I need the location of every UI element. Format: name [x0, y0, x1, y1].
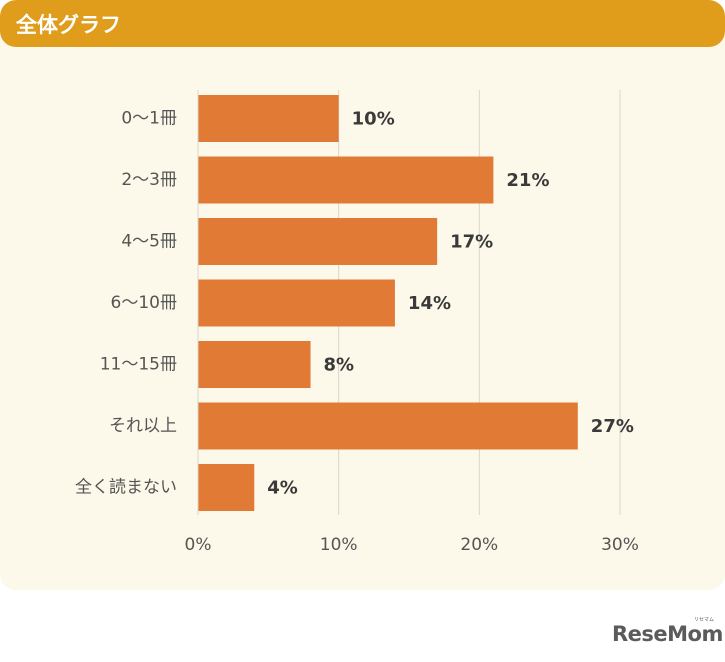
value-label-1: 10% [352, 109, 395, 130]
chart-header: 全体グラフ [0, 0, 725, 47]
value-label-6: 27% [591, 416, 634, 437]
value-label-5: 8% [324, 355, 355, 376]
bar-6 [198, 402, 578, 450]
category-label-7: 全く読まない [75, 478, 177, 498]
resemom-logo-sub: リセマム [694, 617, 715, 623]
category-label-1: 0〜1冊 [121, 109, 177, 129]
bar-4 [198, 279, 395, 327]
value-label-2: 21% [506, 170, 549, 191]
value-label-7: 4% [267, 478, 298, 499]
tick-label-0: 0% [185, 535, 212, 555]
category-label-3: 4〜5冊 [121, 232, 177, 252]
category-label-4: 6〜10冊 [111, 293, 177, 313]
value-label-4: 14% [408, 293, 451, 314]
tick-label-30: 30% [601, 535, 639, 555]
category-label-2: 2〜3冊 [121, 170, 177, 190]
chart-title: 全体グラフ [16, 12, 121, 37]
chart-card: 全体グラフ 0〜1冊 10% 2〜3冊 21% 4〜5冊 17% 6〜10冊 14% 11〜15… [0, 0, 725, 590]
value-label-3: 17% [450, 232, 493, 253]
bar-2 [198, 156, 494, 204]
bar-3 [198, 218, 438, 265]
tick-label-20: 20% [460, 535, 498, 555]
bar-chart: 0〜1冊 10% 2〜3冊 21% 4〜5冊 17% 6〜10冊 14% 11〜15冊 8% それ以… [75, 90, 639, 555]
bar-7 [198, 464, 255, 511]
resemom-logo: ReseMom [612, 622, 723, 646]
category-label-5: 11〜15冊 [100, 355, 177, 375]
tick-label-10: 10% [320, 535, 358, 555]
category-label-6: それ以上 [109, 416, 177, 436]
bar-1 [198, 95, 339, 142]
bar-5 [198, 341, 311, 388]
